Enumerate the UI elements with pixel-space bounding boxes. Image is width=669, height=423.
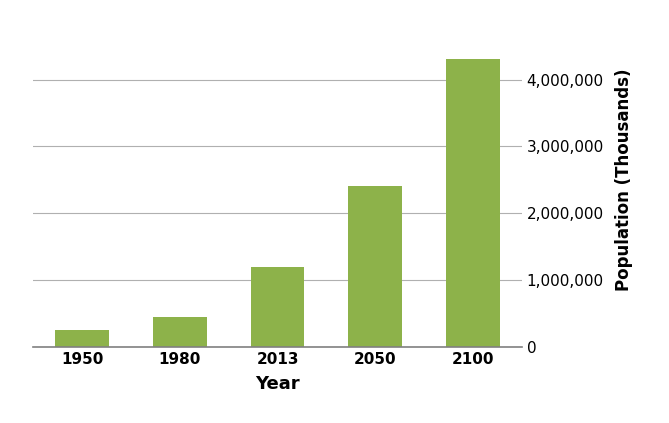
Bar <box>56 330 109 347</box>
Bar <box>251 266 304 347</box>
Bar <box>153 317 207 347</box>
Y-axis label: Population (Thousands): Population (Thousands) <box>615 69 633 291</box>
Bar <box>349 187 402 347</box>
X-axis label: Year: Year <box>256 375 300 393</box>
Bar <box>446 60 500 347</box>
